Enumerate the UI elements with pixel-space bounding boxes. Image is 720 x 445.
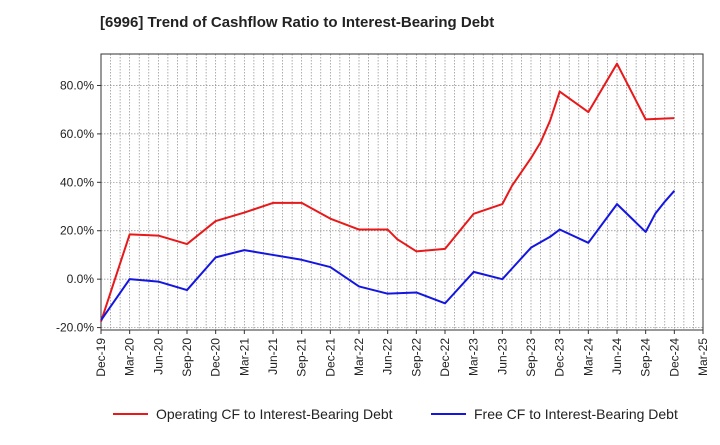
x-tick-label: Dec-24 [667,338,681,377]
x-tick-label: Jun-20 [151,338,165,375]
x-tick-label: Dec-21 [323,338,337,377]
x-tick-label: Sep-23 [524,338,538,377]
x-tick-label: Jun-24 [610,338,624,375]
x-tick-label: Mar-23 [467,338,481,376]
x-tick-label: Dec-22 [438,338,452,377]
series-line-operating-cf [100,62,675,322]
x-tick-label: Sep-24 [639,338,653,377]
x-tick-label: Dec-20 [209,338,223,377]
y-tick-label: 80.0% [60,78,94,92]
x-tick-label: Mar-20 [123,338,137,376]
chart-title: [6996] Trend of Cashflow Ratio to Intere… [100,14,495,31]
x-tick-label: Dec-23 [553,338,567,377]
x-tick-label: Mar-21 [237,338,251,376]
y-tick-label: -20.0% [56,321,94,335]
x-tick-label: Mar-24 [581,338,595,376]
y-tick-label: 40.0% [60,175,94,189]
x-tick-label: Jun-23 [495,338,509,375]
legend-label: Free CF to Interest-Bearing Debt [474,406,678,422]
y-tick-label: 20.0% [60,224,94,238]
plot-frame [100,53,704,331]
x-tick-label: Jun-22 [381,338,395,375]
x-tick-label: Mar-25 [696,338,710,376]
x-tick-label: Jun-21 [266,338,280,375]
x-tick-label: Dec-19 [94,338,108,377]
series-line-free-cf [100,190,676,321]
y-tick-label: 0.0% [67,272,95,286]
x-tick-label: Mar-22 [352,338,366,376]
x-tick-label: Sep-21 [295,338,309,377]
x-tick-label: Sep-22 [409,338,423,377]
y-tick-label: 60.0% [60,127,94,141]
legend-label: Operating CF to Interest-Bearing Debt [156,406,393,422]
x-tick-label: Sep-20 [180,338,194,377]
